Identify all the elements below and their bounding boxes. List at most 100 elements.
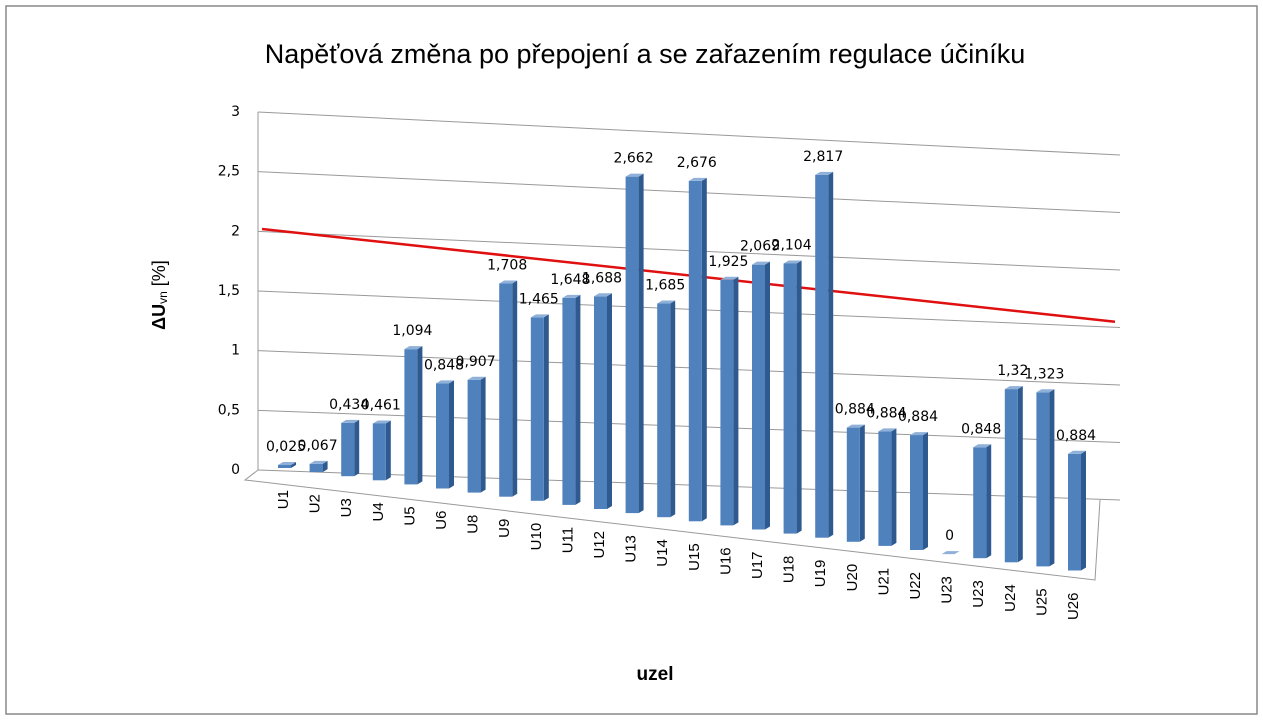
bar-top [625, 173, 644, 177]
x-tick-label: U19 [812, 560, 829, 588]
value-label: 0,025 [266, 439, 306, 455]
value-label: 1,685 [645, 278, 685, 294]
x-tick-label: U2 [307, 494, 324, 513]
grid-line [257, 111, 1121, 156]
bar-front [783, 263, 797, 534]
value-label: 0,461 [361, 398, 401, 414]
bar [278, 461, 296, 468]
chart-title: Napěťová změna po přepojení a se zařazen… [265, 39, 1026, 69]
x-tick-label: U16 [717, 547, 734, 575]
bar-side [291, 461, 296, 468]
bar [499, 280, 518, 497]
value-label: 0,067 [298, 438, 338, 454]
bar-side [859, 424, 865, 542]
y-axis-title-sub: vn [156, 291, 170, 304]
value-label: 2,104 [772, 237, 812, 253]
value-label: 0 [945, 528, 954, 544]
bar-top [341, 419, 360, 423]
x-tick-label: U1 [275, 490, 292, 509]
bar-side [670, 300, 676, 518]
bar-front [878, 431, 892, 546]
value-label: 2,817 [803, 149, 843, 165]
x-tick-label: U26 [1065, 593, 1082, 621]
x-axis-title: uzel [637, 664, 674, 685]
bar [910, 432, 928, 550]
x-tick-label: U14 [654, 539, 671, 567]
value-label: 0,884 [1056, 428, 1096, 444]
bar [562, 294, 581, 505]
bar [1036, 389, 1055, 567]
bar-side [417, 346, 423, 485]
bar-front [720, 279, 734, 526]
bar-top [1036, 389, 1055, 393]
bar-front [625, 176, 639, 514]
x-tick-label: U3 [338, 498, 355, 517]
value-label: 1,094 [392, 323, 432, 339]
bar-front [973, 447, 987, 559]
x-tick-label: U6 [433, 511, 450, 530]
bar-top [720, 276, 739, 280]
bar [1068, 450, 1086, 571]
value-label: 0,848 [424, 357, 464, 373]
value-label: 0,848 [961, 421, 1001, 437]
y-tick-label: 0,5 [218, 402, 240, 418]
bar-front [372, 423, 386, 481]
x-tick-label: U9 [496, 519, 513, 538]
value-label: 2,662 [614, 151, 654, 167]
bar-front [1004, 389, 1018, 563]
bar-front [846, 427, 860, 542]
bar-side [1017, 386, 1023, 563]
bar [720, 276, 739, 526]
x-tick-label: U25 [1033, 588, 1050, 616]
y-tick-label: 0 [231, 462, 240, 478]
x-tick-label: U8 [465, 515, 482, 534]
x-tick-label: U5 [401, 506, 418, 525]
bar-top [752, 261, 770, 265]
bar-top [657, 300, 676, 304]
x-tick-label: U23 [970, 580, 987, 608]
bar-front [467, 379, 481, 493]
bar-top [1004, 386, 1023, 390]
bar-side [385, 420, 391, 481]
bar-side [891, 428, 897, 546]
bar-top [372, 420, 391, 424]
x-tick-label: U13 [623, 535, 640, 563]
bar-side [575, 294, 581, 505]
bar [688, 177, 707, 522]
bar-top [878, 428, 897, 432]
value-label: 1,323 [1024, 366, 1064, 382]
bar-side [354, 419, 360, 477]
bar [467, 376, 486, 493]
bar [846, 424, 865, 542]
bar-top [815, 171, 834, 175]
value-label: 0,907 [456, 354, 496, 370]
x-tick-label: U18 [781, 556, 798, 584]
bar-front [499, 283, 513, 497]
bar-front [530, 317, 544, 501]
bar-front [1068, 453, 1081, 571]
x-tick-label: U22 [907, 572, 924, 600]
bar-front [436, 383, 449, 489]
bar-front [309, 463, 323, 473]
value-label: 1,925 [708, 254, 748, 270]
bar-side [1081, 450, 1086, 571]
bar-side [322, 460, 328, 473]
x-tick-label: U17 [749, 552, 766, 580]
x-tick-label: U24 [1002, 584, 1019, 612]
bar-front [594, 296, 607, 509]
value-label: 1,688 [582, 270, 622, 286]
x-tick-label: U10 [528, 523, 545, 551]
reference-line [261, 227, 1116, 323]
bar-side [638, 173, 644, 514]
value-label: 1,465 [519, 291, 559, 307]
bar-side [733, 276, 739, 526]
bar-top [499, 280, 518, 284]
bar [404, 346, 423, 485]
y-tick-label: 2 [231, 223, 240, 239]
value-label: 0,884 [898, 409, 938, 425]
bar-side [828, 171, 834, 538]
x-tick-label: U20 [844, 564, 861, 592]
value-label: 1,32 [997, 363, 1028, 379]
bar-side [796, 260, 802, 534]
